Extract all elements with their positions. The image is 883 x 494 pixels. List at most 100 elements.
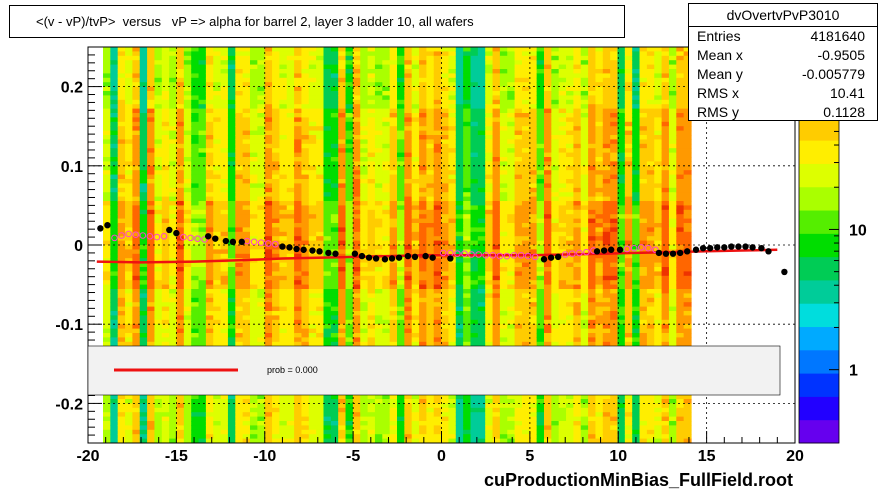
- heatmap-cell: [389, 337, 398, 343]
- heatmap-cell: [147, 258, 156, 264]
- heatmap-cell: [352, 143, 361, 149]
- heatmap-cell: [382, 95, 391, 101]
- heatmap-cell: [294, 302, 303, 308]
- heatmap-cell: [235, 170, 244, 176]
- heatmap-cell: [227, 64, 236, 70]
- heatmap-cell: [205, 214, 214, 220]
- heatmap-cell: [176, 86, 185, 92]
- heatmap-cell: [463, 170, 472, 176]
- heatmap-cell: [250, 69, 258, 74]
- heatmap-cell: [139, 69, 148, 74]
- heatmap-cell: [485, 297, 494, 303]
- heatmap-cell: [345, 421, 354, 426]
- heatmap-cell: [191, 192, 200, 198]
- heatmap-cell: [154, 319, 163, 325]
- heatmap-cell: [125, 416, 133, 422]
- heatmap-cell: [419, 113, 427, 118]
- heatmap-cell: [397, 157, 405, 162]
- heatmap-cell: [205, 73, 214, 79]
- heatmap-cell: [492, 113, 501, 118]
- heatmap-cell: [279, 161, 288, 167]
- heatmap-cell: [345, 306, 354, 312]
- heatmap-cell: [103, 91, 111, 96]
- heatmap-cell: [367, 425, 376, 431]
- heatmap-cell: [374, 434, 383, 440]
- heatmap-cell: [463, 95, 472, 101]
- heatmap-cell: [404, 280, 413, 286]
- heatmap-cell: [419, 130, 427, 136]
- heatmap-cell: [338, 297, 347, 303]
- heatmap-cell: [213, 157, 222, 162]
- heatmap-cell: [397, 403, 405, 409]
- heatmap-cell: [448, 412, 457, 418]
- heatmap-cell: [132, 324, 141, 330]
- heatmap-cell: [463, 148, 472, 154]
- heatmap-cell: [507, 143, 516, 149]
- heatmap-cell: [389, 328, 398, 334]
- heatmap-cell: [220, 333, 229, 338]
- heatmap-cell: [272, 223, 280, 228]
- heatmap-cell: [110, 165, 119, 171]
- heatmap-cell: [301, 429, 310, 435]
- heatmap-cell: [397, 121, 405, 127]
- heatmap-cell: [213, 47, 222, 52]
- heatmap-cell: [367, 306, 376, 312]
- heatmap-cell: [507, 192, 516, 198]
- heatmap-cell: [294, 258, 303, 264]
- heatmap-cell: [294, 293, 303, 299]
- heatmap-cell: [397, 214, 405, 220]
- heatmap-cell: [323, 324, 332, 330]
- heatmap-cell: [448, 284, 457, 290]
- heatmap-cell: [323, 51, 332, 57]
- heatmap-cell: [286, 438, 295, 443]
- heatmap-cell: [235, 293, 244, 299]
- heatmap-cell: [294, 429, 303, 435]
- heatmap-cell: [264, 187, 273, 193]
- heatmap-cell: [169, 240, 178, 246]
- heatmap-cell: [213, 438, 222, 443]
- heatmap-cell: [242, 289, 251, 294]
- heatmap-cell: [397, 135, 405, 140]
- heatmap-cell: [191, 86, 200, 92]
- heatmap-cell: [433, 249, 442, 255]
- heatmap-cell: [485, 416, 494, 422]
- heatmap-cell: [279, 157, 288, 162]
- heatmap-cell: [242, 275, 251, 281]
- heatmap-cell: [227, 108, 236, 114]
- heatmap-cell: [470, 416, 479, 422]
- heatmap-cell: [205, 82, 214, 88]
- heatmap-cell: [470, 73, 479, 79]
- heatmap-cell: [272, 249, 280, 255]
- heatmap-cell: [441, 91, 450, 96]
- heatmap-cell: [404, 258, 413, 264]
- heatmap-cell: [360, 86, 369, 92]
- heatmap-cell: [227, 205, 236, 211]
- heatmap-cell: [330, 174, 339, 180]
- heatmap-cell: [257, 403, 266, 409]
- heatmap-cell: [235, 333, 244, 338]
- heatmap-cell: [360, 328, 369, 334]
- heatmap-cell: [242, 421, 251, 426]
- heatmap-cell: [367, 165, 376, 171]
- heatmap-cell: [132, 179, 141, 184]
- heatmap-cell: [139, 416, 148, 422]
- heatmap-cell: [389, 86, 398, 92]
- heatmap-cell: [352, 399, 361, 404]
- heatmap-cell: [154, 214, 163, 220]
- heatmap-cell: [463, 139, 472, 145]
- heatmap-cell: [242, 148, 251, 154]
- heatmap-cell: [426, 51, 435, 57]
- heatmap-cell: [301, 192, 310, 198]
- heatmap-cell: [279, 73, 288, 79]
- heatmap-cell: [419, 438, 427, 443]
- heatmap-cell: [198, 284, 207, 290]
- heatmap-cell: [367, 91, 376, 96]
- heatmap-cell: [139, 337, 148, 343]
- heatmap-cell: [463, 143, 472, 149]
- heatmap-cell: [419, 399, 427, 404]
- heatmap-cell: [330, 341, 339, 347]
- heatmap-cell: [220, 152, 229, 158]
- heatmap-cell: [125, 306, 133, 312]
- heatmap-cell: [183, 284, 192, 290]
